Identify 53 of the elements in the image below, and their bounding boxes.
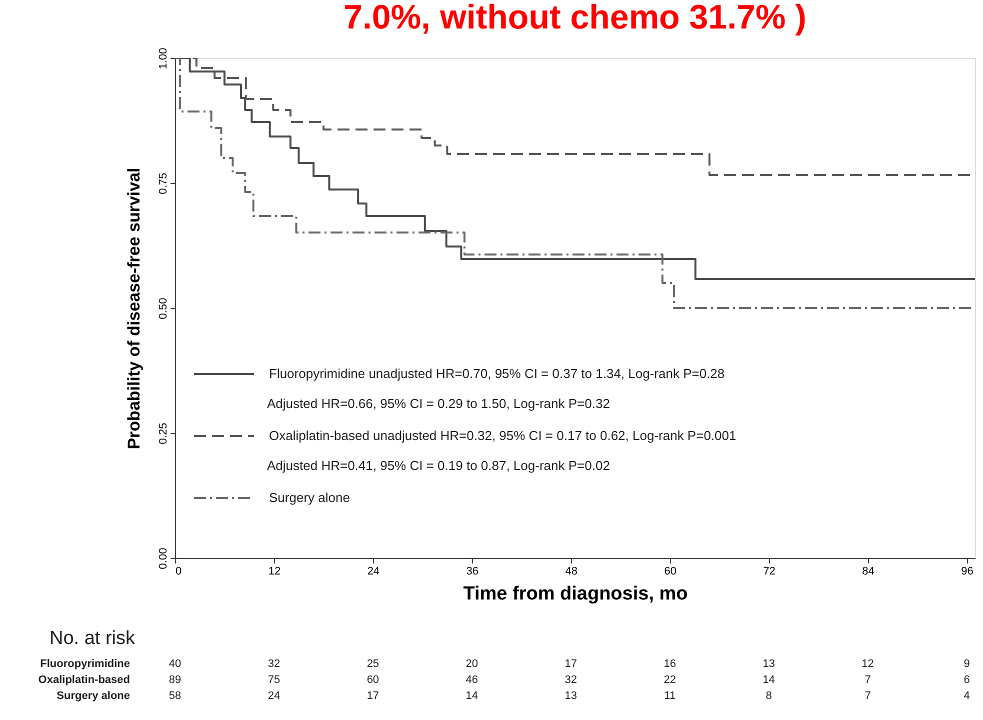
text: 46 (466, 674, 478, 686)
text: 24 (268, 690, 280, 702)
text: 13 (762, 658, 775, 670)
y-tick-label: 0.00 (158, 548, 170, 570)
text: Surgery alone (56, 690, 130, 702)
x-tick-label: 96 (961, 566, 974, 578)
x-tick-label: 24 (367, 566, 380, 578)
text: 89 (168, 674, 182, 686)
chart-title: 7.0%, without chemo 31.7% ) (344, 0, 806, 36)
annotation: Adjusted HR=0.66, 95% CI = 0.29 to 1.50, Log-rank P=0.32 (267, 396, 610, 411)
x-tick-label: 72 (763, 566, 776, 578)
y-axis-title: Probability of disease-free survival (124, 168, 144, 450)
text: 25 (366, 658, 380, 670)
legend-label: Oxaliplatin-based unadjusted HR=0.32, 95% CI = 0.17 to 0.62, Log-rank P=0.001 (269, 428, 736, 443)
text: 22 (664, 674, 676, 686)
text: 32 (268, 658, 280, 670)
x-tick-label: 84 (862, 566, 874, 578)
x-axis-title: Time from diagnosis, mo (463, 584, 688, 604)
text: 4 (964, 690, 970, 702)
text: 13 (564, 690, 577, 702)
text: 75 (268, 674, 280, 686)
y-tick-label: 0.25 (158, 422, 170, 444)
text: 20 (466, 658, 478, 670)
y-tick-label: 0.75 (158, 172, 170, 194)
text: 8 (766, 690, 772, 702)
x-tick-label: 36 (466, 566, 479, 578)
text: 12 (862, 658, 874, 670)
legend-label: Surgery alone (269, 490, 350, 505)
y-tick-label: 1.00 (158, 48, 170, 70)
x-tick-label: 60 (664, 566, 676, 578)
legend-label: Fluoropyrimidine unadjusted HR=0.70, 95% CI = 0.37 to 1.34, Log-rank P=0.28 (269, 366, 725, 381)
text: 14 (466, 690, 478, 702)
text: Oxaliplatin-based (38, 674, 130, 686)
text: 17 (564, 658, 577, 670)
text: Fluoropyrimidine (40, 658, 130, 670)
text: 9 (964, 658, 970, 670)
annotation: Adjusted HR=0.41, 95% CI = 0.19 to 0.87, Log-rank P=0.02 (267, 458, 610, 473)
text: 60 (366, 674, 380, 686)
text: 7 (864, 674, 871, 686)
text: 17 (366, 690, 380, 702)
text: 40 (168, 658, 182, 670)
text: 14 (762, 674, 775, 686)
x-tick-label: 0 (176, 566, 182, 578)
text: 6 (964, 674, 970, 686)
text: 32 (564, 674, 577, 686)
text: 16 (664, 658, 676, 670)
text: No. at risk (49, 628, 136, 649)
y-tick-label: 0.50 (158, 298, 170, 320)
text: 7 (864, 690, 871, 702)
text: 11 (664, 690, 676, 702)
text: 58 (168, 690, 182, 702)
x-tick-label: 12 (268, 566, 281, 578)
x-tick-label: 48 (565, 566, 578, 578)
